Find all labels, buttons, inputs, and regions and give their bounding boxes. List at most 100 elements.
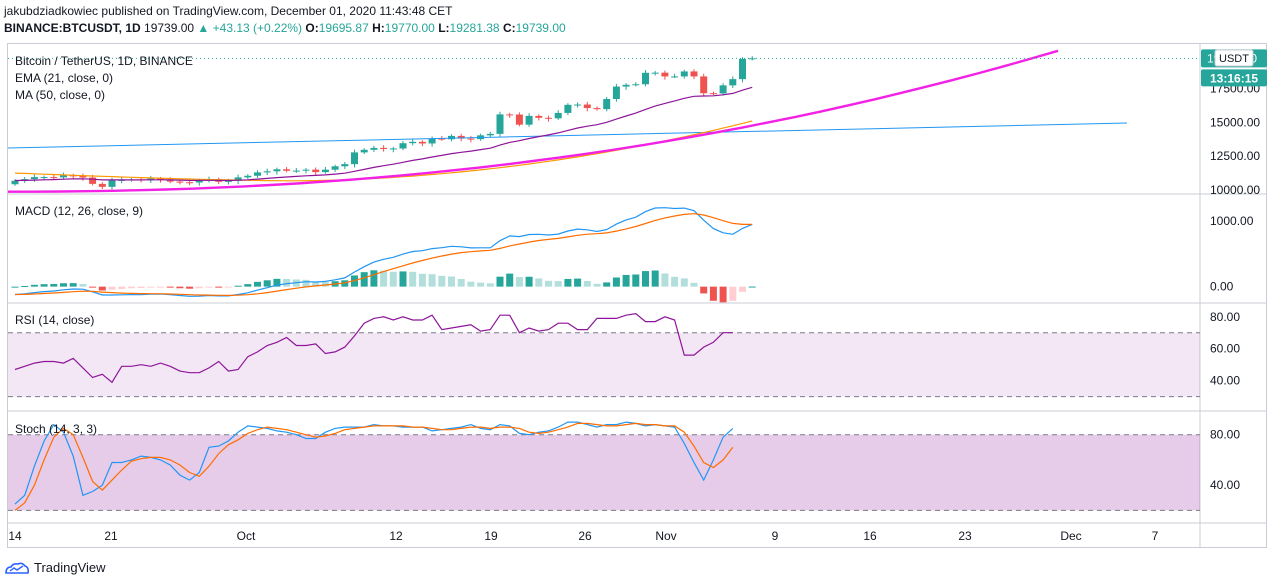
macd-tick-label: 0.00 xyxy=(1210,280,1234,294)
macd-histogram-bar xyxy=(603,282,611,287)
macd-histogram-bar xyxy=(147,286,155,288)
candle xyxy=(515,114,523,125)
macd-histogram-bar xyxy=(69,283,77,287)
high-label: H: xyxy=(372,21,385,35)
rsi-tick-label: 80.00 xyxy=(1210,310,1240,324)
macd-histogram-bar xyxy=(360,272,368,287)
price-change: ▲ +43.13 (+0.22%) xyxy=(197,21,303,35)
macd-histogram-bar xyxy=(263,280,271,287)
macd-histogram-bar xyxy=(690,282,698,287)
candle xyxy=(545,117,552,119)
macd-histogram-bar xyxy=(661,273,669,287)
legend-ma: MA (50, close, 0) xyxy=(15,88,106,102)
candle xyxy=(535,115,543,118)
macd-tick-label: 1000.00 xyxy=(1210,214,1254,228)
candle xyxy=(409,141,417,144)
candle xyxy=(380,147,388,149)
macd-line xyxy=(14,207,753,297)
macd-histogram-bar xyxy=(137,286,145,289)
macd-histogram-bar xyxy=(30,284,38,287)
legend-macd: MACD (12, 26, close, 9) xyxy=(15,204,144,218)
macd-histogram-bar xyxy=(224,286,232,288)
macd-histogram-bar xyxy=(79,283,87,287)
macd-histogram-bar xyxy=(525,276,533,287)
low-value: 19281.38 xyxy=(449,21,500,35)
candle xyxy=(389,148,397,150)
time-tick-label: 12 xyxy=(389,529,403,543)
macd-histogram-bar xyxy=(21,285,29,287)
macd-histogram-bar xyxy=(186,286,194,289)
stoch-tick-label: 80.00 xyxy=(1210,428,1240,442)
macd-histogram-bar xyxy=(535,278,543,287)
macd-histogram-bar xyxy=(302,279,310,287)
time-tick-label: Oct xyxy=(237,529,256,543)
candle xyxy=(321,169,329,173)
candle xyxy=(341,164,349,167)
candle xyxy=(176,181,184,183)
open-label: O: xyxy=(305,21,319,35)
candle xyxy=(700,76,708,94)
ohlc-line: BINANCE:BTCUSDT, 1D 19739.00 ▲ +43.13 (+… xyxy=(4,21,566,35)
candle xyxy=(60,175,67,178)
macd-histogram-bar xyxy=(642,271,649,287)
countdown-value: 13:16:15 xyxy=(1210,71,1258,85)
macd-histogram-bar xyxy=(50,284,58,287)
footer-brand[interactable]: TradingView xyxy=(4,560,106,575)
macd-histogram-bar xyxy=(545,280,552,287)
macd-histogram-bar xyxy=(195,286,203,289)
macd-histogram-bar xyxy=(98,286,106,291)
candle xyxy=(351,152,358,165)
parabolic-trend-line xyxy=(8,49,1059,193)
candle xyxy=(438,138,446,140)
time-tick-label: Nov xyxy=(655,529,676,543)
candle xyxy=(157,178,164,180)
time-tick-label: 14 xyxy=(8,529,22,543)
candle xyxy=(195,180,203,183)
macd-histogram-bar xyxy=(244,284,252,287)
last-price: 19739.00 xyxy=(144,21,195,35)
macd-histogram-bar xyxy=(467,281,475,287)
stoch-d-line xyxy=(14,422,734,511)
macd-histogram-bar xyxy=(554,281,562,287)
macd-histogram-bar xyxy=(709,286,717,301)
candle xyxy=(273,169,281,172)
legend-rsi: RSI (14, close) xyxy=(15,313,95,327)
candle xyxy=(583,104,591,109)
macd-histogram-bar xyxy=(515,277,523,287)
candle xyxy=(263,171,271,173)
macd-histogram-bar xyxy=(321,281,329,287)
macd-histogram-bar xyxy=(234,285,242,287)
candle xyxy=(709,93,717,95)
macd-histogram-bar xyxy=(583,280,591,287)
time-tick-label: 26 xyxy=(578,529,592,543)
price-tick-label: 12500.00 xyxy=(1210,149,1260,163)
candle xyxy=(603,99,611,110)
tradingview-logo-icon xyxy=(5,562,29,574)
close-label: C: xyxy=(502,21,516,35)
candle xyxy=(292,170,300,172)
candle xyxy=(729,79,737,86)
macd-histogram-bar xyxy=(418,273,426,287)
macd-histogram-bar xyxy=(729,286,737,301)
brand-name: TradingView xyxy=(34,560,106,575)
macd-histogram-bar xyxy=(438,275,446,287)
macd-histogram-bar xyxy=(651,270,659,287)
macd-histogram-bar xyxy=(127,286,135,289)
macd-histogram-bar xyxy=(748,286,756,288)
candle xyxy=(40,177,48,179)
candle xyxy=(224,180,232,182)
candle xyxy=(739,58,746,80)
rsi-line xyxy=(14,312,733,384)
price-tick-label: 15000.00 xyxy=(1210,115,1260,129)
macd-histogram-bar xyxy=(283,278,291,287)
macd-histogram-bar xyxy=(389,271,397,287)
candle xyxy=(661,72,669,77)
macd-histogram-bar xyxy=(574,278,582,287)
macd-histogram-bar xyxy=(11,286,19,288)
legend-ema: EMA (21, close, 0) xyxy=(15,71,114,85)
currency-badge xyxy=(1214,49,1254,67)
candle xyxy=(651,72,659,74)
candle xyxy=(690,71,698,77)
candle xyxy=(283,169,291,171)
